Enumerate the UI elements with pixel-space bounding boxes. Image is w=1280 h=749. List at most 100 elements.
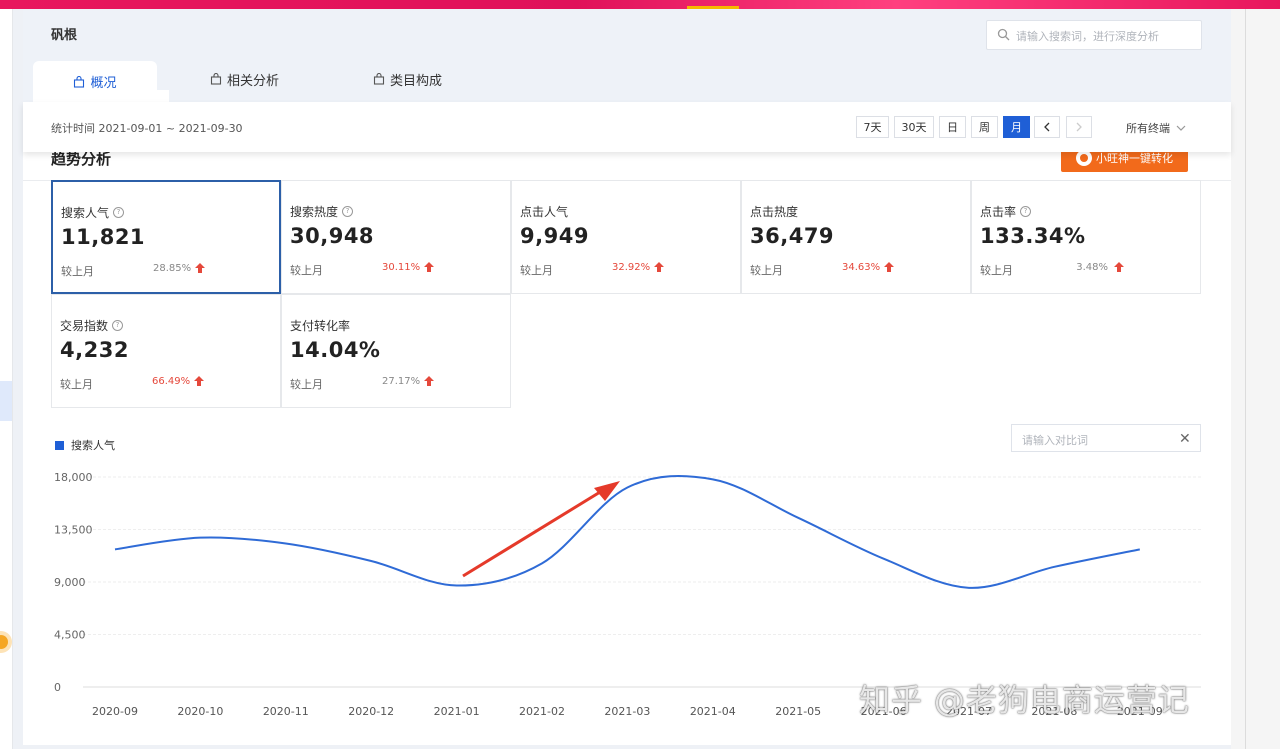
prev-period-button[interactable] — [1034, 116, 1060, 138]
x-tick-label: 2020-11 — [263, 705, 309, 718]
metric-change: 27.17% — [382, 376, 421, 387]
metric-compare-label: 较上月 — [520, 264, 553, 277]
metric-card-search-heat[interactable]: 搜索热度? 30,948 较上月 30.11% — [281, 180, 511, 294]
metric-change: 3.48% — [1076, 262, 1108, 273]
help-icon[interactable]: ? — [113, 207, 125, 218]
bag-icon — [210, 73, 222, 85]
metric-value: 4,232 — [60, 338, 129, 362]
metric-label-text: 交易指数 — [60, 319, 109, 333]
legend-swatch — [55, 440, 64, 450]
metric-value: 30,948 — [290, 224, 375, 248]
metric-label: 交易指数? — [60, 317, 124, 334]
period-7d-button[interactable]: 7天 — [856, 116, 889, 138]
period-week-button[interactable]: 周 — [971, 116, 998, 138]
annotation-arrow — [462, 487, 606, 578]
arrow-up-icon — [195, 263, 205, 273]
metric-label: 搜索人气? — [61, 204, 125, 221]
metric-card-click-popularity[interactable]: 点击人气 9,949 较上月 32.92% — [511, 180, 741, 294]
annotation-arrowhead — [594, 481, 620, 501]
top-brand-bar — [0, 0, 1280, 9]
bag-icon — [373, 73, 385, 85]
metric-change: 28.85% — [153, 263, 192, 274]
arrow-up-icon — [884, 262, 894, 272]
keyword-title: 矾根 — [51, 28, 78, 43]
x-tick-label: 2021-08 — [1031, 705, 1077, 718]
period-day-button[interactable]: 日 — [939, 116, 966, 138]
series-line — [114, 474, 1141, 589]
compare-keyword-input[interactable]: 请输入对比词 ✕ — [1011, 424, 1201, 452]
watermark-text: 知乎 @老狗电商运营记 — [859, 683, 1190, 719]
close-icon[interactable]: ✕ — [1179, 431, 1191, 447]
metric-compare-label: 较上月 — [750, 264, 783, 277]
chevron-left-icon — [1044, 122, 1050, 132]
metric-change: 66.49% — [152, 376, 191, 387]
tab-category-composition-label: 类目构成 — [390, 73, 443, 89]
convert-button-label: 小旺神一键转化 — [1096, 152, 1173, 165]
tab-related-analysis[interactable]: 相关分析 — [210, 69, 279, 89]
tab-category-composition[interactable]: 类目构成 — [373, 69, 442, 89]
metric-value: 133.34% — [980, 224, 1086, 248]
chevron-right-icon — [1076, 122, 1082, 132]
y-tick-label: 18,000 — [54, 471, 93, 484]
metric-label-text: 点击热度 — [750, 205, 799, 219]
help-icon[interactable]: ? — [342, 206, 354, 217]
metric-compare-label: 较上月 — [290, 264, 323, 277]
metric-value: 14.04% — [290, 338, 381, 362]
x-tick-label: 2021-05 — [775, 705, 821, 718]
x-tick-label: 2020-10 — [177, 705, 223, 718]
metric-label: 支付转化率 — [290, 317, 350, 334]
date-filter-bar: 统计时间 2021-09-01 ~ 2021-09-30 7天 30天 日 周 … — [23, 102, 1231, 152]
metric-card-payment-conversion[interactable]: 支付转化率 14.04% 较上月 27.17% — [281, 294, 511, 408]
terminal-select[interactable]: 所有终端 — [1126, 120, 1186, 136]
help-icon[interactable]: ? — [1020, 206, 1032, 217]
next-period-button[interactable] — [1066, 116, 1092, 138]
arrow-up-icon — [194, 376, 204, 386]
metric-card-click-heat[interactable]: 点击热度 36,479 较上月 34.63% — [741, 180, 971, 294]
trend-line-chart: 18,000 13,500 9,000 4,500 0 2020-09 2020-10 202… — [54, 471, 1201, 718]
metric-card-click-rate[interactable]: 点击率? 133.34% 较上月 3.48% — [971, 180, 1201, 294]
metric-compare-label: 较上月 — [290, 378, 323, 391]
x-tick-label: 2021-02 — [519, 705, 565, 718]
metric-label: 搜索热度? — [290, 203, 354, 220]
section-title: 趋势分析 — [51, 150, 112, 168]
metric-card-search-popularity[interactable]: 搜索人气? 11,821 较上月 28.85% — [51, 180, 281, 294]
panel-header: 矾根 请输入搜索词，进行深度分析 概况 相关分析 类目构成 — [23, 9, 1231, 102]
x-tick-label: 2021-09 — [1117, 705, 1163, 718]
tab-overview[interactable]: 概况 — [33, 61, 169, 102]
floating-help-icon[interactable] — [0, 635, 8, 649]
period-month-button[interactable]: 月 — [1003, 116, 1030, 138]
metric-compare-label: 较上月 — [60, 378, 93, 391]
metric-label-text: 点击率 — [980, 205, 1017, 219]
y-tick-label: 9,000 — [54, 576, 86, 589]
x-tick-label: 2021-03 — [604, 705, 650, 718]
main-panel: 矾根 请输入搜索词，进行深度分析 概况 相关分析 类目构成 统计时间 2021-… — [23, 9, 1231, 745]
search-icon — [997, 28, 1010, 41]
metric-label-text: 搜索人气 — [61, 206, 110, 220]
search-box[interactable]: 请输入搜索词，进行深度分析 — [986, 20, 1202, 50]
arrow-up-icon — [424, 262, 434, 272]
x-tick-label: 2021-01 — [434, 705, 480, 718]
metric-label-text: 点击人气 — [520, 205, 569, 219]
bag-icon — [74, 75, 85, 88]
search-input[interactable]: 请输入搜索词，进行深度分析 — [1016, 30, 1159, 43]
metric-value: 9,949 — [520, 224, 589, 248]
chart-legend[interactable]: 搜索人气 — [55, 437, 115, 453]
metric-card-trade-index[interactable]: 交易指数? 4,232 较上月 66.49% — [51, 294, 281, 408]
period-30d-button[interactable]: 30天 — [894, 116, 934, 138]
metric-value: 36,479 — [750, 224, 835, 248]
metric-label-text: 搜索热度 — [290, 205, 339, 219]
x-tick-label: 2020-09 — [92, 705, 138, 718]
right-sidebar-divider — [1245, 9, 1246, 749]
tab-related-analysis-label: 相关分析 — [227, 73, 280, 89]
y-tick-label: 13,500 — [54, 524, 93, 537]
terminal-select-label: 所有终端 — [1126, 122, 1170, 135]
x-tick-label: 2021-04 — [690, 705, 736, 718]
left-sidebar-selected-item[interactable] — [0, 381, 12, 421]
right-sidebar — [1231, 9, 1280, 749]
arrow-up-icon — [1114, 262, 1124, 272]
arrow-up-icon — [654, 262, 664, 272]
metric-label: 点击人气 — [520, 203, 568, 220]
chevron-down-icon — [1176, 125, 1186, 131]
x-tick-label: 2021-06 — [861, 705, 907, 718]
help-icon[interactable]: ? — [112, 320, 124, 331]
